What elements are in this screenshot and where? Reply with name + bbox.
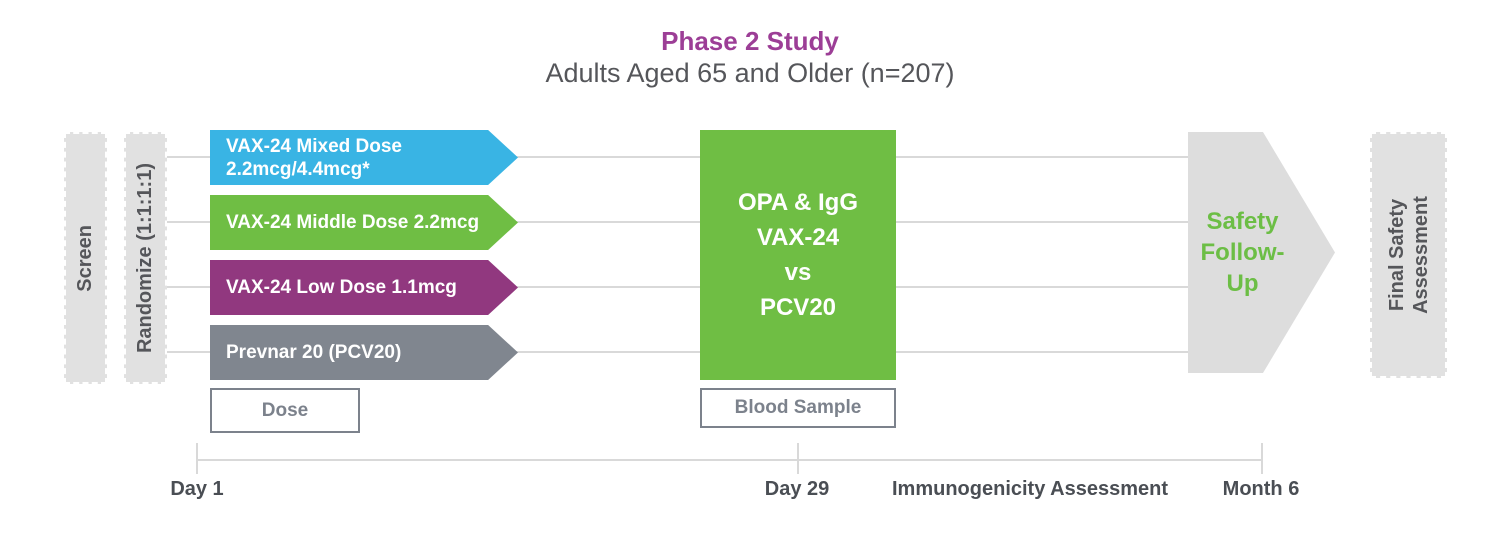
randomize-bar: Randomize (1:1:1:1) xyxy=(124,132,167,384)
timeline-label-immunogenicity: Immunogenicity Assessment xyxy=(891,478,1168,500)
safety-line2: Follow- xyxy=(1200,239,1285,266)
dose-label: Dose xyxy=(261,399,309,421)
assessment-line1: OPA & IgG xyxy=(738,189,858,216)
arm-label-line1: VAX-24 Low Dose 1.1mcg xyxy=(226,277,457,298)
timeline-tick-month6 xyxy=(1261,443,1263,474)
blood-sample-label: Blood Sample xyxy=(734,397,862,418)
timeline-label-day29: Day 29 xyxy=(764,478,830,500)
arm-prevnar20: Prevnar 20 (PCV20) xyxy=(210,325,518,380)
safety-follow-up-arrow: Safety Follow- Up xyxy=(1188,132,1335,373)
screen-bar-label: Screen xyxy=(74,224,96,292)
arm-vax24-mixed-dose: VAX-24 Mixed Dose 2.2mcg/4.4mcg* xyxy=(210,130,518,185)
final-line2: Assessment xyxy=(1409,196,1432,314)
safety-line1: Safety xyxy=(1206,208,1279,235)
timeline-tick-day1 xyxy=(196,443,198,474)
assessment-line4: PCV20 xyxy=(759,294,837,321)
timeline-label-day1: Day 1 xyxy=(170,478,224,500)
final-line1: Final Safety xyxy=(1385,198,1408,312)
arm-label-line1: VAX-24 Middle Dose 2.2mcg xyxy=(226,212,480,233)
dose-label-box: Dose xyxy=(210,388,360,433)
safety-line3: Up xyxy=(1226,270,1259,297)
assessment-line2: VAX-24 xyxy=(756,224,840,251)
connector-line xyxy=(166,156,1190,158)
assessment-line3: vs xyxy=(784,259,812,286)
final-safety-assessment-label: Final Safety Assessment xyxy=(1385,196,1433,314)
page-title: Phase 2 Study xyxy=(661,26,839,56)
page-subtitle: Adults Aged 65 and Older (n=207) xyxy=(545,58,955,88)
timeline-tick-day29 xyxy=(797,443,799,474)
connector-line xyxy=(166,221,1190,223)
safety-follow-up-label: Safety Follow- Up xyxy=(1201,206,1323,299)
timeline-axis xyxy=(197,459,1262,461)
final-safety-assessment-bar: Final Safety Assessment xyxy=(1370,132,1447,378)
randomize-bar-label: Randomize (1:1:1:1) xyxy=(134,162,156,354)
timeline-label-month6: Month 6 xyxy=(1222,478,1300,500)
arm-label-line1: VAX-24 Mixed Dose xyxy=(226,135,402,157)
connector-line xyxy=(166,351,1190,353)
connector-line xyxy=(166,286,1190,288)
arm-vax24-middle-dose: VAX-24 Middle Dose 2.2mcg xyxy=(210,195,518,250)
arm-vax24-low-dose: VAX-24 Low Dose 1.1mcg xyxy=(210,260,518,315)
screen-bar: Screen xyxy=(64,132,107,384)
opa-igg-assessment-box: OPA & IgG VAX-24 vs PCV20 xyxy=(700,130,896,380)
arm-label-line2: 2.2mcg/4.4mcg* xyxy=(226,158,370,180)
arm-label-line1: Prevnar 20 (PCV20) xyxy=(226,342,402,363)
blood-sample-label-box: Blood Sample xyxy=(700,388,896,428)
